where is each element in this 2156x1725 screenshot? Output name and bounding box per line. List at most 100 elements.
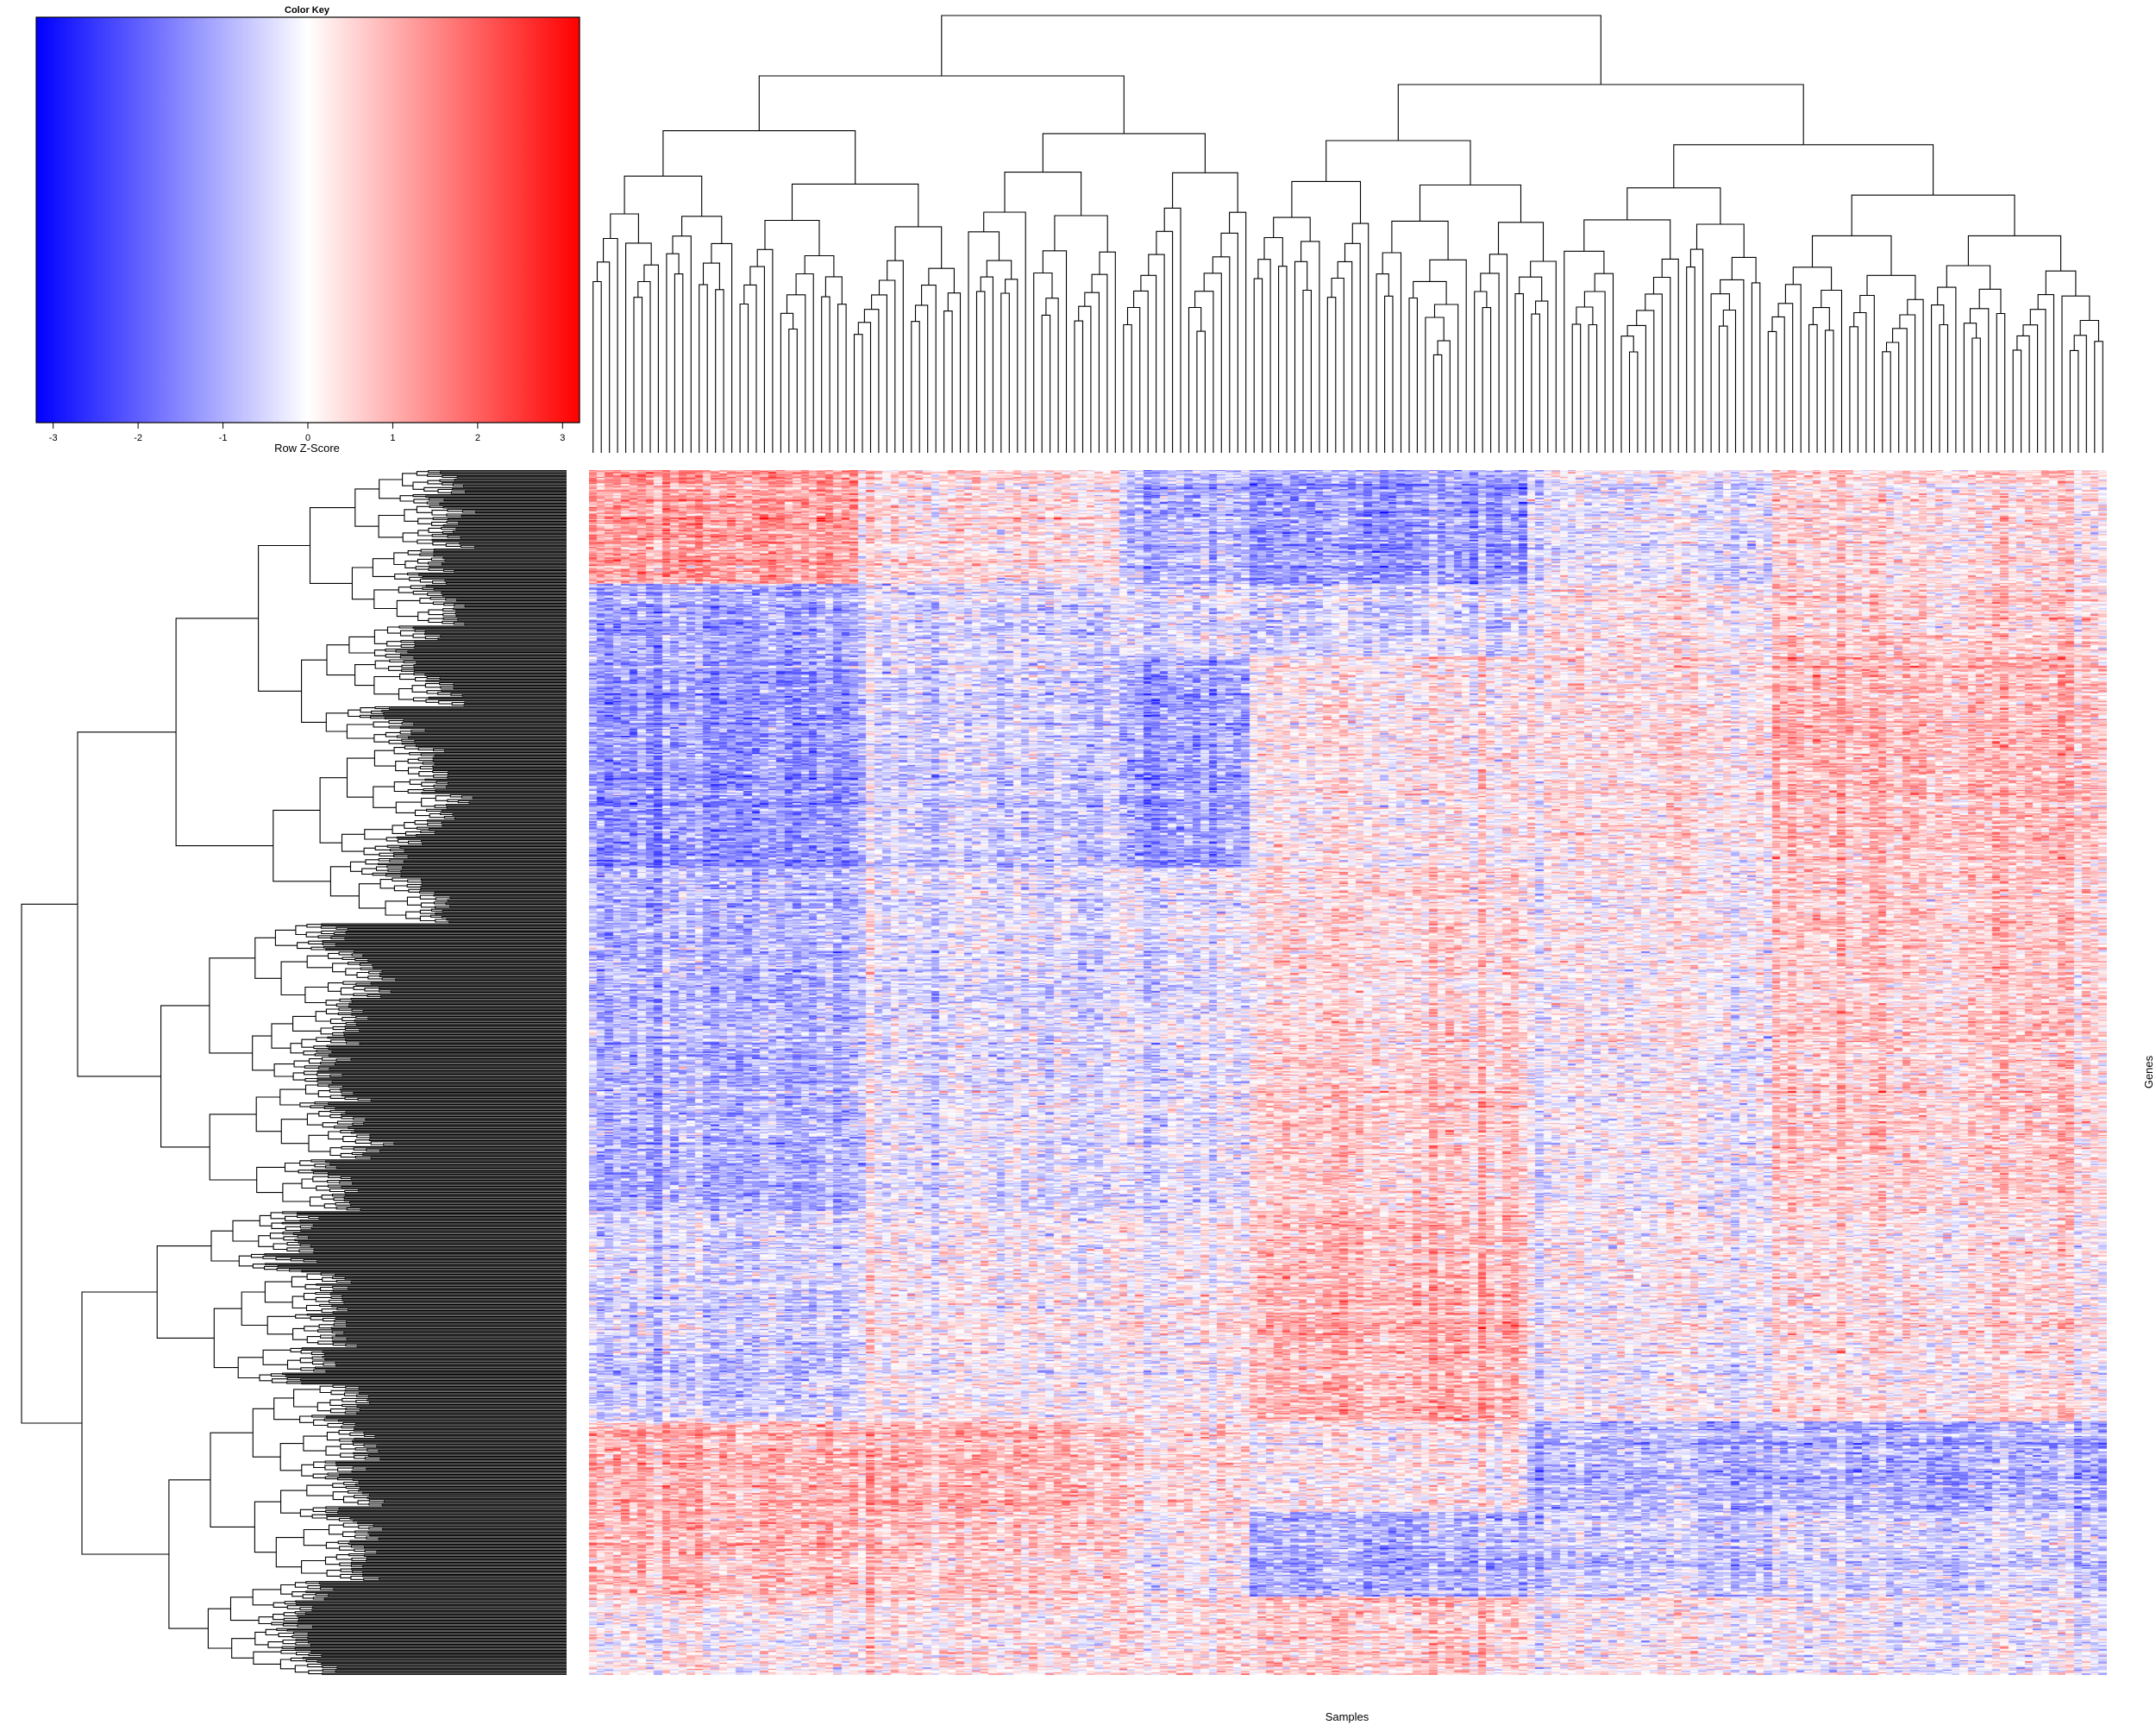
column-dendrogram-branch xyxy=(2073,335,2087,453)
column-dendrogram-branch xyxy=(2045,270,2077,297)
column-dendrogram-branch xyxy=(1978,288,2002,314)
column-dendrogram-branch xyxy=(1628,351,1639,453)
column-dendrogram-branch xyxy=(1939,323,1949,453)
column-dendrogram-branch xyxy=(1078,305,1092,453)
column-dendrogram-branch xyxy=(857,322,872,453)
column-dendrogram-branch xyxy=(1432,354,1443,453)
column-dendrogram-branch xyxy=(788,328,798,453)
column-dendrogram-branch xyxy=(1851,194,2015,236)
column-dendrogram-branch xyxy=(1172,172,1238,213)
column-dendrogram-branch xyxy=(1695,223,1745,258)
column-dendrogram-branch xyxy=(1892,328,1908,453)
column-dendrogram-branch xyxy=(1376,273,1389,453)
column-dendrogram-branch xyxy=(1824,329,1834,453)
column-dendrogram-branch xyxy=(756,248,774,453)
column-dendrogram-branch xyxy=(1531,313,1540,453)
column-dendrogram-branch xyxy=(1045,298,1059,453)
column-dendrogram-branch xyxy=(1253,278,1263,453)
color-key-label: Row Z-Score xyxy=(274,442,340,455)
column-dendrogram-branch xyxy=(1583,219,1671,260)
column-dendrogram-branch xyxy=(1620,336,1634,453)
color-key: Color Key -3 -2 -1 0 1 2 3 Row Z-Score xyxy=(35,5,580,455)
column-dendrogram-branch xyxy=(947,292,962,453)
column-dendrogram-branch xyxy=(1576,306,1594,325)
column-dendrogram-branch xyxy=(1777,303,1794,453)
column-dendrogram-branch xyxy=(943,310,953,453)
color-key-ticks: -3 -2 -1 0 1 2 3 xyxy=(49,423,565,443)
column-dendrogram-branch xyxy=(863,309,880,453)
column-dendrogram-branch xyxy=(1489,254,1508,453)
column-dendrogram-branch xyxy=(1042,133,1206,173)
column-dendrogram-branch xyxy=(1408,297,1418,453)
column-dendrogram-branch xyxy=(624,175,703,216)
column-dendrogram-branch xyxy=(1033,272,1053,453)
column-dendrogram-branch xyxy=(928,267,955,293)
column-dendrogram-branch xyxy=(1054,215,1108,253)
column-dendrogram-branch xyxy=(786,294,806,453)
column-dendrogram-branch xyxy=(1722,309,1737,453)
column-dendrogram-branch xyxy=(821,296,830,453)
color-key-bar xyxy=(35,16,580,423)
column-dendrogram-branch xyxy=(1084,292,1100,453)
column-dendrogram-branch xyxy=(1133,290,1149,453)
column-dendrogram-branch xyxy=(1530,260,1557,453)
column-dendrogram-branch xyxy=(2094,341,2103,453)
column-dendrogram-branch xyxy=(1091,273,1108,453)
column-dendrogram-branch xyxy=(1626,187,1721,224)
column-dendrogram-branch xyxy=(894,226,943,269)
column-dendrogram-branch xyxy=(914,304,929,453)
row-dendrogram xyxy=(21,470,567,1675)
column-dendrogram-branch xyxy=(980,276,993,453)
column-dendrogram-branch xyxy=(2012,349,2022,453)
column-dendrogram-branch xyxy=(853,334,863,453)
column-dendrogram-branch xyxy=(911,321,920,453)
column-dendrogram-branch xyxy=(1196,330,1206,453)
column-dendrogram-branch xyxy=(795,273,814,453)
column-dendrogram-branch xyxy=(2069,349,2079,453)
column-dendrogram-branch xyxy=(986,260,1012,279)
column-dendrogram-branch xyxy=(780,312,794,453)
column-dendrogram-branch xyxy=(1882,351,1891,453)
column-dendrogram-branch xyxy=(674,273,684,453)
column-dendrogram-branch xyxy=(1849,326,1858,453)
column-dendrogram-branch xyxy=(1718,325,1728,453)
color-key-tick-label: -2 xyxy=(134,433,142,443)
column-dendrogram-branch xyxy=(1751,282,1761,453)
column-dendrogram-branch xyxy=(983,211,1026,453)
column-dendrogram-branch xyxy=(1821,289,1843,453)
column-dendrogram-branch xyxy=(1969,308,1990,453)
color-key-tick-label: -1 xyxy=(219,433,228,443)
column-dendrogram-branch xyxy=(1433,304,1459,453)
column-dendrogram-branch xyxy=(1344,242,1361,453)
column-dendrogram-branch xyxy=(1571,323,1582,453)
column-dendrogram-branch xyxy=(1583,291,1606,453)
column-dendrogram-branch xyxy=(643,264,659,453)
column-dendrogram-branch xyxy=(1397,84,1804,145)
column-dendrogram-branch xyxy=(2061,295,2090,453)
column-dendrogram-branch xyxy=(1720,279,1745,453)
column-dendrogram-branch xyxy=(637,280,651,453)
column-dendrogram-branch xyxy=(1194,291,1214,453)
column-dendrogram-branch xyxy=(1594,273,1614,453)
column-dendrogram-branch xyxy=(1937,286,1957,453)
column-dendrogram-branch xyxy=(1429,259,1467,453)
color-key-tick-label: 3 xyxy=(560,433,565,443)
column-dendrogram-branch xyxy=(1885,342,1900,453)
column-dendrogram-branch xyxy=(2079,319,2100,342)
column-dendrogram-branch xyxy=(715,289,724,453)
column-dendrogram-branch xyxy=(699,284,708,453)
color-key-tick-label: -3 xyxy=(49,433,58,443)
column-dendrogram-branch xyxy=(625,242,652,453)
column-dendrogram-branch xyxy=(2016,335,2030,453)
column-dendrogram-branch xyxy=(1419,184,1522,223)
column-dendrogram-branch xyxy=(1391,220,1449,260)
column-dendrogram-branch xyxy=(672,235,692,453)
column-dendrogram-branch xyxy=(1792,267,1833,291)
column-dendrogram-branch xyxy=(837,304,847,453)
color-key-tick-label: 2 xyxy=(475,433,480,443)
column-dendrogram-branch xyxy=(1041,314,1051,453)
column-dendrogram-branch xyxy=(596,261,611,453)
column-dendrogram-branch xyxy=(1042,250,1068,453)
column-dendrogram-branch xyxy=(758,75,1125,134)
